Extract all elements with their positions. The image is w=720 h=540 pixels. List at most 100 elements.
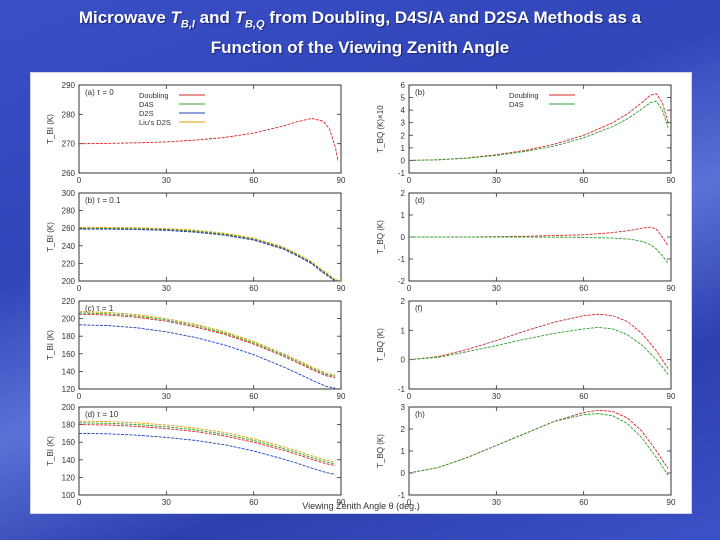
x-tick-label: 30: [162, 176, 171, 185]
x-tick-label: 60: [249, 498, 258, 507]
y-axis-label: T_BQ (K): [376, 328, 385, 362]
y-tick-label: 200: [62, 403, 76, 412]
slide-title: Microwave TB,I and TB,Q from Doubling, D…: [0, 6, 720, 60]
plot-frame: [78, 192, 342, 282]
x-tick-label: 30: [162, 392, 171, 401]
x-tick-label: 30: [492, 498, 501, 507]
series-line-doubling: [78, 117, 339, 162]
x-tick-label: 60: [249, 176, 258, 185]
title-t1: T: [170, 8, 181, 27]
y-tick-label: 120: [62, 473, 76, 482]
series-line-d4s: [408, 413, 669, 476]
x-tick-label: 90: [337, 392, 346, 401]
series-line-doubling: [409, 226, 669, 247]
y-tick-label: 160: [62, 438, 76, 447]
x-tick-label: 0: [407, 392, 412, 401]
panel-label: (a) τ = 0: [85, 88, 114, 97]
figure-panel-grid: 0 30 60 90 260 270 280 290 T_BI (K) (a) τ = 0 Doub…: [30, 72, 692, 514]
plot-frame: [78, 406, 342, 496]
y-tick-label: 2: [401, 131, 406, 140]
y-axis-label: T_BI (K): [46, 436, 55, 466]
y-tick-label: 1: [401, 447, 406, 456]
series-line-d4s: [408, 326, 669, 375]
x-tick-label: 0: [77, 176, 82, 185]
x-tick-label: 60: [579, 176, 588, 185]
y-tick-label: 6: [401, 81, 406, 90]
title-t2: T: [234, 8, 246, 27]
chart-panel-c: 0 30 60 90 200 220 240 260 280 300 T_BI (K) (b) τ =…: [46, 189, 346, 293]
chart-panel-d: 0 30 60 90 -2 -1 0 1 2 T_BQ (K) (d): [376, 189, 676, 293]
y-axis-label: T_BQ (K)×10: [376, 105, 385, 153]
title-suffix: from Doubling, D4S/A and D2SA Methods as…: [264, 8, 642, 27]
y-tick-label: 180: [62, 332, 76, 341]
y-tick-label: 2: [401, 425, 406, 434]
y-axis-label: T_BI (K): [46, 330, 55, 360]
x-tick-label: 30: [162, 284, 171, 293]
legend-label: Doubling: [139, 91, 169, 100]
y-tick-label: 260: [62, 169, 76, 178]
x-tick-label: 30: [492, 284, 501, 293]
y-tick-label: 0: [401, 469, 406, 478]
title-sub2: B,Q: [245, 18, 265, 31]
x-tick-label: 60: [249, 284, 258, 293]
y-tick-label: 260: [62, 224, 76, 233]
series-line-d2s: [78, 228, 341, 282]
y-tick-label: 3: [401, 119, 406, 128]
chart-panel-a: 0 30 60 90 260 270 280 290 T_BI (K) (a) τ = 0 Doub…: [46, 81, 346, 185]
y-tick-label: 140: [62, 367, 76, 376]
plot-frame: [408, 84, 672, 174]
x-tick-label: 90: [337, 176, 346, 185]
title-mid: and: [194, 8, 235, 27]
x-tick-label: 90: [337, 498, 346, 507]
y-axis-label: T_BQ (K): [376, 434, 385, 468]
series-line-liu-s-d2s: [78, 226, 342, 282]
y-tick-label: 200: [62, 277, 76, 286]
y-tick-label: 220: [62, 297, 76, 306]
y-tick-label: 180: [62, 421, 76, 430]
legend-label: D2S: [139, 109, 154, 118]
series-line-doubling: [78, 424, 336, 466]
chart-panel-e: 0 30 60 90 120 140 160 180 200 220 T_BI (K) (c) τ =…: [46, 297, 346, 401]
plot-frame: [408, 406, 672, 496]
y-tick-label: 0: [401, 233, 406, 242]
panel-label: (c) τ = 1: [85, 304, 114, 313]
y-axis-label: T_BQ (K): [376, 220, 385, 254]
series-line-d2s: [78, 324, 336, 389]
y-tick-label: 120: [62, 385, 76, 394]
x-tick-label: 60: [579, 498, 588, 507]
y-tick-label: 1: [401, 211, 406, 220]
x-tick-label: 90: [337, 284, 346, 293]
x-tick-label: 60: [579, 392, 588, 401]
series-line-doubling: [408, 313, 669, 369]
y-tick-label: -1: [398, 255, 406, 264]
legend-label: D4S: [509, 100, 524, 109]
x-tick-label: 90: [667, 176, 676, 185]
series-line-d4s: [78, 312, 336, 377]
y-axis-label: T_BI (K): [46, 114, 55, 144]
panel-label: (b) τ = 0.1: [85, 196, 121, 205]
y-tick-label: 160: [62, 350, 76, 359]
y-tick-label: 0: [401, 356, 406, 365]
panel-label: (d): [415, 196, 425, 205]
panel-label: (b): [415, 88, 425, 97]
series-line-liu-s-d2s: [78, 311, 336, 376]
x-tick-label: 0: [407, 176, 412, 185]
x-tick-label: 30: [492, 176, 501, 185]
legend-label: Doubling: [509, 91, 539, 100]
y-tick-label: 140: [62, 456, 76, 465]
panel-label: (h): [415, 410, 425, 419]
y-tick-label: 220: [62, 259, 76, 268]
title-line-2: Function of the Viewing Zenith Angle: [210, 38, 510, 58]
y-tick-label: 200: [62, 315, 76, 324]
x-tick-label: 60: [579, 284, 588, 293]
y-tick-label: 2: [401, 297, 406, 306]
x-tick-label: 0: [77, 498, 82, 507]
plot-frame: [78, 300, 342, 390]
y-tick-label: 280: [62, 110, 76, 119]
plot-frame: [408, 300, 672, 390]
x-axis-label: Viewing Zenith Angle θ (deg.): [302, 501, 419, 511]
